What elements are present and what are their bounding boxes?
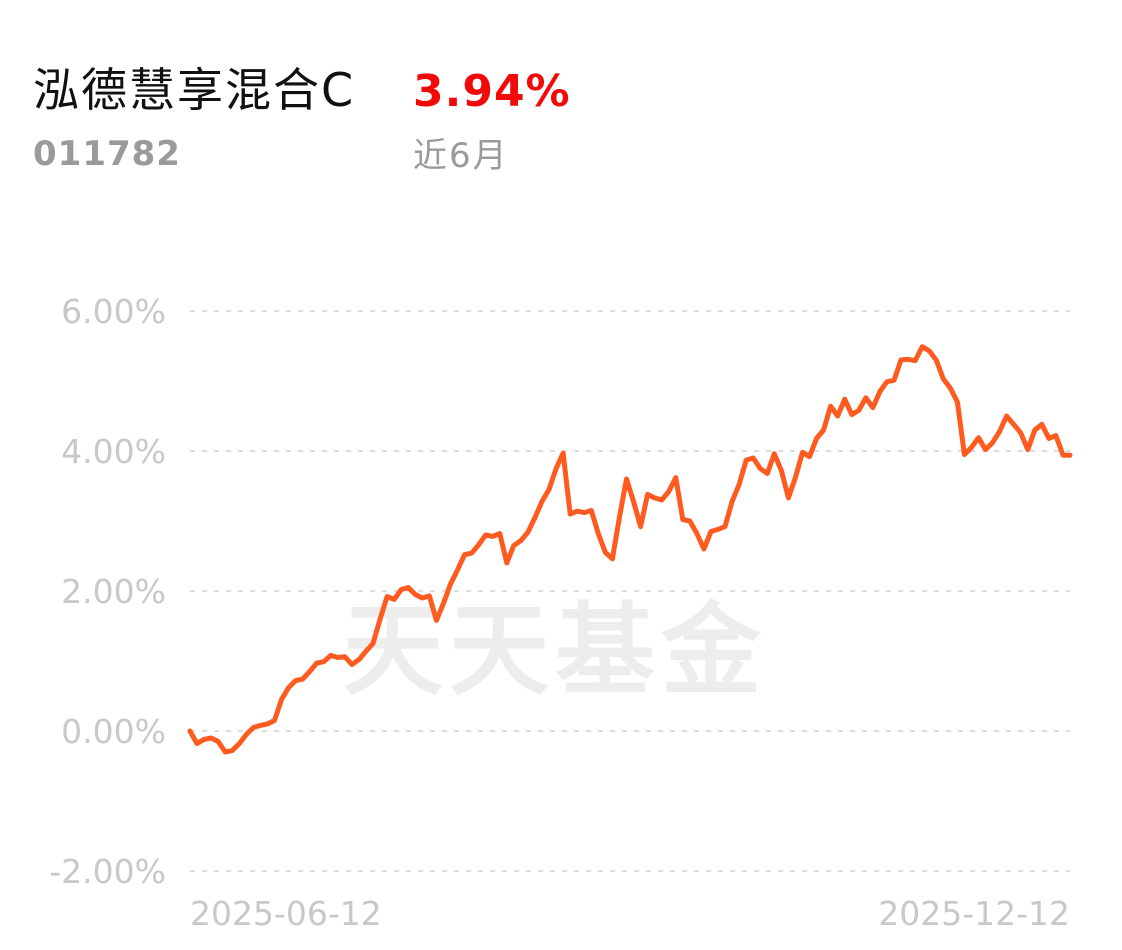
series-lines bbox=[187, 344, 1073, 755]
x-axis-labels: 2025-06-12 2025-12-12 bbox=[190, 894, 1070, 933]
x-tick-label: 2025-06-12 bbox=[190, 894, 382, 933]
fund-code: 011782 bbox=[33, 134, 181, 174]
x-tick-label: 2025-12-12 bbox=[878, 894, 1070, 933]
y-tick-label: 2.00% bbox=[61, 572, 166, 611]
y-tick-label: -2.00% bbox=[49, 852, 166, 891]
period-label: 近6月 bbox=[413, 136, 509, 176]
y-tick-label: 6.00% bbox=[61, 292, 166, 331]
grid-lines bbox=[190, 310, 1070, 872]
return-series-line bbox=[187, 344, 1073, 755]
fund-name: 泓德慧享混合C bbox=[33, 63, 356, 117]
y-tick-label: 4.00% bbox=[61, 432, 166, 471]
y-axis-labels: 6.00% 4.00% 2.00% 0.00% -2.00% bbox=[49, 292, 166, 891]
y-tick-label: 0.00% bbox=[61, 712, 166, 751]
return-value: 3.94% bbox=[413, 66, 571, 117]
watermark: 天天基金 bbox=[343, 592, 767, 709]
